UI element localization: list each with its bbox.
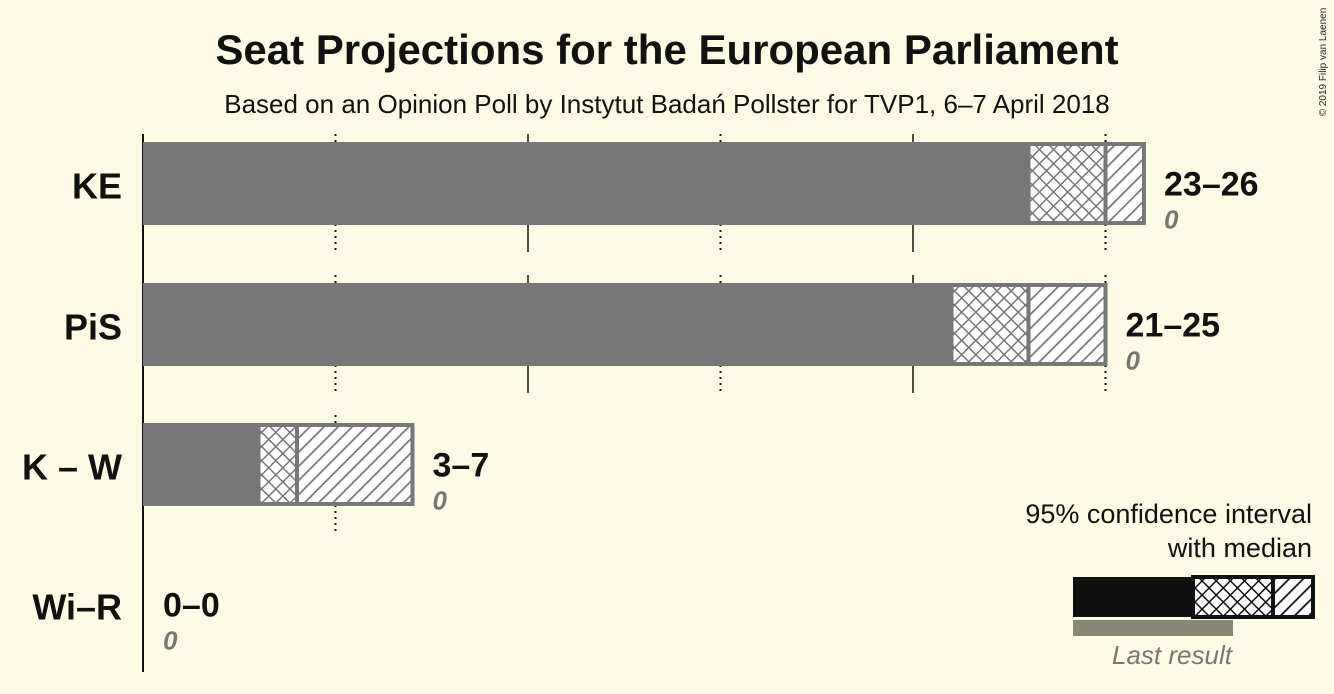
bar-solid xyxy=(143,142,1029,225)
party-label: K – W xyxy=(22,447,122,488)
range-label: 3–7 xyxy=(433,447,490,485)
bar-median-segment xyxy=(1026,142,1108,225)
bars-layer xyxy=(143,142,1146,506)
legend-line2: with median xyxy=(1167,533,1312,563)
last-result-label: 0 xyxy=(1126,346,1141,376)
last-result-label: 0 xyxy=(163,626,178,656)
bar-upper-segment xyxy=(1026,283,1108,366)
bar-solid xyxy=(143,423,259,506)
copyright-note: © 2019 Filip van Laenen xyxy=(1318,8,1329,117)
party-label: PiS xyxy=(64,307,122,348)
legend-last-result-bar xyxy=(1073,620,1233,636)
legend-solid-segment xyxy=(1073,577,1193,617)
legend-last-result-label: Last result xyxy=(1112,640,1234,670)
range-label: 0–0 xyxy=(163,587,220,625)
legend-line1: 95% confidence interval xyxy=(1025,499,1312,529)
legend: 95% confidence interval with median Last… xyxy=(1025,499,1315,670)
bar-solid xyxy=(143,283,952,366)
bar-upper-segment xyxy=(295,423,415,506)
last-result-label: 0 xyxy=(433,486,448,516)
bar-median-segment xyxy=(256,423,299,506)
legend-upper-segment xyxy=(1271,575,1315,619)
chart-title: Seat Projections for the European Parlia… xyxy=(215,26,1118,73)
party-label: KE xyxy=(72,166,122,207)
bar-median-segment xyxy=(949,283,1031,366)
chart-subtitle: Based on an Opinion Poll by Instytut Bad… xyxy=(224,89,1110,119)
party-label: Wi–R xyxy=(32,587,122,628)
bar-upper-segment xyxy=(1103,142,1146,225)
legend-median-segment xyxy=(1191,575,1275,619)
range-label: 21–25 xyxy=(1126,307,1221,345)
range-label: 23–26 xyxy=(1164,166,1259,204)
last-result-label: 0 xyxy=(1164,205,1179,235)
